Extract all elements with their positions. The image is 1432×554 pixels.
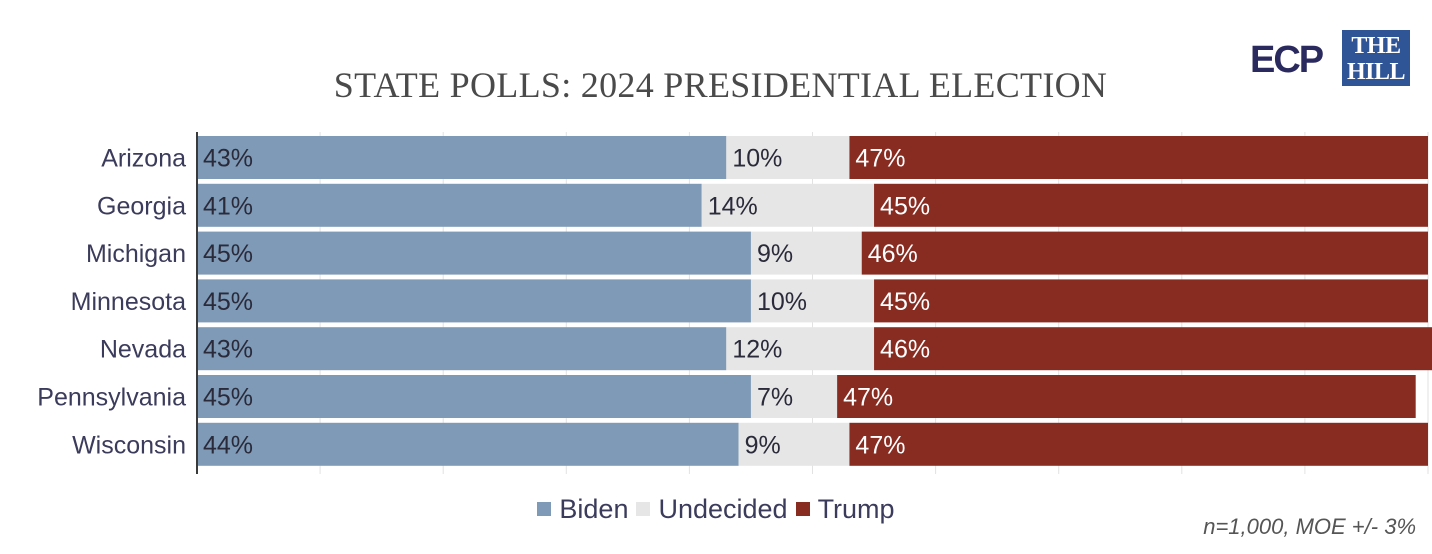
bar-undecided-pennsylvania <box>750 375 838 418</box>
legend-label-biden: Biden <box>559 494 629 524</box>
bar-biden-georgia <box>197 183 702 227</box>
data-label-undecided-arizona: 10% <box>732 145 782 173</box>
bar-biden-pennsylvania <box>197 375 751 418</box>
logos: ECP THE HILL <box>1246 28 1418 90</box>
bar-undecided-michigan <box>750 231 862 275</box>
legend-item-undecided: Undecided <box>636 494 788 525</box>
bar-biden-michigan <box>197 231 751 275</box>
category-label-pennsylvania: Pennsylvania <box>37 384 186 412</box>
data-label-undecided-michigan: 9% <box>757 240 793 268</box>
bar-trump-arizona <box>849 136 1428 179</box>
data-label-biden-georgia: 41% <box>203 192 253 220</box>
bar-trump-georgia <box>874 183 1428 227</box>
the-hill-logo: THE HILL <box>1342 30 1410 86</box>
data-label-trump-pennsylvania: 47% <box>843 384 893 412</box>
stacked-bar-chart: Arizona 43% 10% 47% Georgia 41% 14% 45% Michigan… <box>37 132 1432 474</box>
data-label-undecided-wisconsin: 9% <box>745 431 781 459</box>
data-label-trump-arizona: 47% <box>855 145 905 173</box>
bars <box>197 136 1432 466</box>
bar-biden-wisconsin <box>197 422 739 466</box>
bar-trump-nevada <box>874 327 1432 371</box>
data-label-biden-nevada: 43% <box>203 336 253 364</box>
footnote: n=1,000, MOE +/- 3% <box>1203 514 1416 539</box>
category-label-minnesota: Minnesota <box>71 288 186 316</box>
data-label-undecided-pennsylvania: 7% <box>757 384 793 412</box>
bar-trump-wisconsin <box>849 422 1428 466</box>
bar-undecided-georgia <box>701 183 875 227</box>
ecp-logo-text: ECP <box>1250 39 1324 81</box>
bar-biden-arizona <box>197 136 727 179</box>
category-label-arizona: Arizona <box>101 145 186 173</box>
data-label-trump-minnesota: 45% <box>880 288 930 316</box>
category-label-georgia: Georgia <box>97 192 186 220</box>
bar-trump-pennsylvania <box>837 375 1416 418</box>
legend-item-biden: Biden <box>537 494 628 525</box>
legend-label-trump: Trump <box>817 494 895 524</box>
bar-trump-minnesota <box>874 279 1428 323</box>
data-label-biden-pennsylvania: 45% <box>203 384 253 412</box>
bar-biden-minnesota <box>197 279 751 323</box>
category-label-nevada: Nevada <box>100 336 186 364</box>
legend-label-undecided: Undecided <box>658 494 788 524</box>
legend-swatch-undecided <box>636 502 651 516</box>
data-label-biden-arizona: 43% <box>203 145 253 173</box>
data-label-trump-wisconsin: 47% <box>855 431 905 459</box>
data-label-biden-wisconsin: 44% <box>203 431 253 459</box>
category-label-michigan: Michigan <box>86 240 186 268</box>
legend: Biden Undecided Trump <box>0 494 1432 525</box>
the-hill-logo-line1: THE <box>1351 33 1401 59</box>
legend-swatch-biden <box>537 502 552 516</box>
data-label-trump-michigan: 46% <box>868 240 918 268</box>
bar-biden-nevada <box>197 327 727 371</box>
bar-trump-michigan <box>861 231 1428 275</box>
legend-item-trump: Trump <box>795 494 895 525</box>
category-label-wisconsin: Wisconsin <box>72 431 186 459</box>
data-label-undecided-nevada: 12% <box>732 336 782 364</box>
the-hill-logo-line2: HILL <box>1346 59 1406 85</box>
bar-undecided-nevada <box>726 327 875 371</box>
data-label-undecided-georgia: 14% <box>708 192 758 220</box>
bar-undecided-arizona <box>726 136 850 179</box>
legend-swatch-trump <box>795 502 810 516</box>
data-label-undecided-minnesota: 10% <box>757 288 807 316</box>
bar-undecided-minnesota <box>750 279 875 323</box>
data-label-trump-georgia: 45% <box>880 192 930 220</box>
labels: Arizona 43% 10% 47% Georgia 41% 14% 45% Michigan… <box>37 145 930 460</box>
chart-title: STATE POLLS: 2024 PRESIDENTIAL ELECTION <box>333 65 1108 105</box>
bar-undecided-wisconsin <box>738 422 850 466</box>
data-label-biden-michigan: 45% <box>203 240 253 268</box>
data-label-trump-nevada: 46% <box>880 336 930 364</box>
ecp-logo: ECP <box>1250 39 1324 81</box>
data-label-biden-minnesota: 45% <box>203 288 253 316</box>
